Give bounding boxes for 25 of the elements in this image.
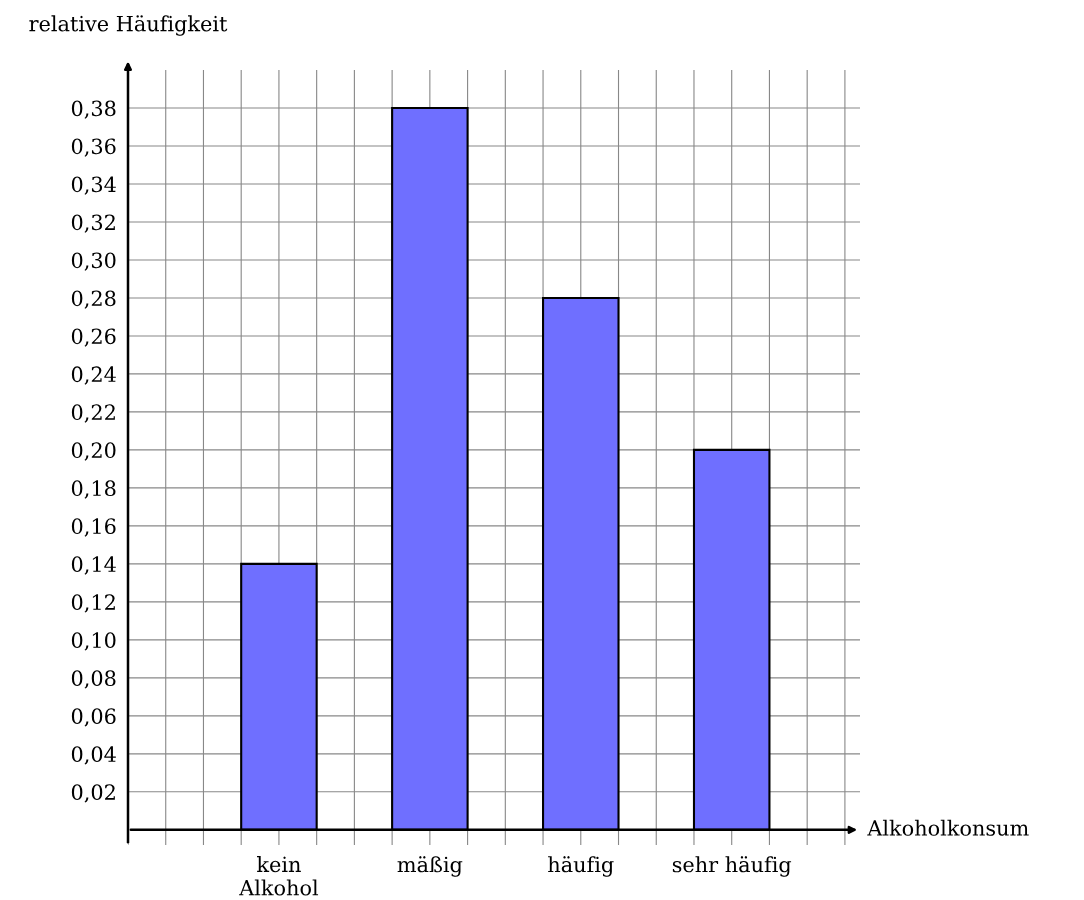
y-tick-label: 0,08 <box>71 670 116 689</box>
y-tick-label: 0,38 <box>71 100 116 119</box>
y-tick-label: 0,02 <box>71 784 115 803</box>
y-tick-label: 0,30 <box>71 252 116 271</box>
y-tick-label: 0,10 <box>71 632 116 651</box>
y-tick-label: 0,14 <box>71 556 116 575</box>
y-tick-label: 0,16 <box>71 518 116 537</box>
y-tick-label: 0,34 <box>71 176 116 195</box>
y-tick-label: 0,26 <box>71 328 116 347</box>
x-tick-label: häufig <box>548 856 614 877</box>
x-tick-label: kein Alkohol <box>239 856 319 896</box>
y-tick-label: 0,18 <box>71 480 116 499</box>
x-tick-label: sehr häufig <box>672 856 792 877</box>
y-axis-title: relative Häufigkeit <box>29 15 228 36</box>
x-tick-label: mäßig <box>397 856 463 877</box>
y-tick-label: 0,22 <box>71 404 115 423</box>
y-tick-label: 0,12 <box>71 594 115 613</box>
y-tick-label: 0,06 <box>71 708 116 727</box>
y-tick-label: 0,36 <box>71 138 116 157</box>
y-tick-label: 0,24 <box>71 366 116 385</box>
y-tick-label: 0,32 <box>71 214 115 233</box>
x-axis-title: Alkoholkonsum <box>867 819 1029 836</box>
y-tick-label: 0,04 <box>71 746 116 765</box>
y-tick-label: 0,28 <box>71 290 116 309</box>
y-tick-label: 0,20 <box>71 442 116 461</box>
